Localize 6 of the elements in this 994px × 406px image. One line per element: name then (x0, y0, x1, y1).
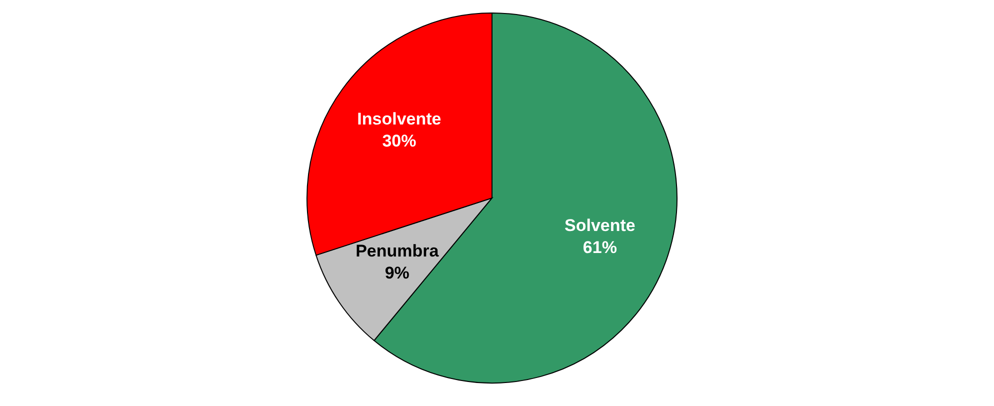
slice-label: Solvente (564, 216, 636, 235)
slice-label: Insolvente (357, 110, 442, 129)
data-label: 9% (384, 263, 410, 282)
slice-label: Penumbra (356, 241, 440, 260)
data-label: 61% (582, 238, 617, 257)
data-label: 30% (382, 132, 416, 151)
